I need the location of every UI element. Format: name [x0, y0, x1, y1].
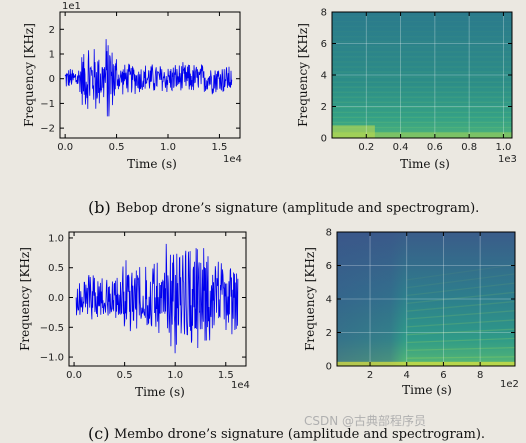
- y-axis-label: Frequency [KHz]: [18, 247, 32, 351]
- y-tick-label: 4: [321, 71, 327, 82]
- baseline-energy: [332, 132, 512, 138]
- x-tick-label: 0.5: [109, 142, 125, 153]
- y-tick-label: 4: [326, 295, 332, 306]
- x-tick-label: 4: [404, 370, 410, 381]
- y-tick-label: 2: [326, 328, 332, 339]
- y-tick-label: 2: [321, 102, 327, 113]
- axis-ticks: 0.0 0.5 1.0 1.5 −1.0 −0.5 0.0 0.5 1.0: [40, 232, 246, 381]
- harmonic-band: [406, 328, 516, 336]
- x-multiplier: 1e4: [223, 154, 242, 165]
- signal-trace: [64, 39, 233, 117]
- harmonic-band: [406, 310, 516, 320]
- bebop-amplitude-chart: 0.0 0.5 1.0 1.5 −2 −1 0 1 2 1e1 1e4 Time (s) Fre…: [22, 1, 242, 171]
- y-axis-label: Frequency [KHz]: [296, 23, 310, 127]
- y-tick-label: 8: [326, 228, 332, 239]
- spectrogram-dark-region: [337, 232, 515, 366]
- caption-label: (b): [88, 198, 111, 217]
- y-tick-label: −1.0: [40, 353, 64, 364]
- harmonic-band: [406, 319, 516, 328]
- baseline-energy: [337, 361, 515, 366]
- y-tick-label: 0: [326, 362, 332, 373]
- y-multiplier: 1e1: [62, 1, 81, 12]
- x-tick-label: 1.0: [160, 142, 176, 153]
- membo-amplitude-chart: 0.0 0.5 1.0 1.5 −1.0 −0.5 0.0 0.5 1.0 1e4 Time (…: [18, 231, 250, 399]
- spectrogram-bands: [337, 264, 516, 366]
- bebop-amplitude-series: [64, 39, 233, 117]
- x-tick-label: 0.0: [57, 142, 73, 153]
- x-tick-label: 1.0: [167, 370, 183, 381]
- y-tick-label: 1: [49, 50, 55, 61]
- harmonic-band: [406, 300, 516, 312]
- x-tick-label: 1.0: [495, 142, 511, 153]
- x-multiplier: 1e3: [498, 154, 517, 165]
- spectrogram-fill: [332, 12, 512, 138]
- y-tick-label: −1: [40, 99, 55, 110]
- caption-label: (c): [88, 424, 109, 443]
- x-tick-label: 0.2: [358, 142, 374, 153]
- y-tick-label: 0: [49, 74, 55, 85]
- y-tick-label: −0.5: [40, 323, 64, 334]
- y-tick-label: 1.0: [48, 233, 64, 244]
- y-axis-label: Frequency [KHz]: [22, 23, 36, 127]
- y-tick-label: 8: [321, 8, 327, 19]
- axis-ticks: 2 4 6 8 0 2 4 6 8: [326, 228, 515, 381]
- y-tick-label: 0.5: [48, 263, 64, 274]
- x-tick-label: 8: [477, 370, 483, 381]
- x-tick-label: 0.5: [117, 370, 133, 381]
- harmonic-band: [406, 337, 516, 344]
- x-tick-label: 0.0: [66, 370, 82, 381]
- y-tick-label: 0.0: [48, 293, 64, 304]
- harmonic-band: [406, 264, 516, 281]
- x-tick-label: 1.5: [218, 370, 234, 381]
- x-axis-label: Time (s): [400, 157, 450, 171]
- axis-ticks: 0.0 0.5 1.0 1.5 −2 −1 0 1 2: [40, 12, 240, 153]
- x-tick-label: 6: [440, 370, 446, 381]
- axis-ticks: 0.2 0.4 0.6 0.8 1.0 0 2 4 6 8: [321, 8, 512, 153]
- y-axis-label: Frequency [KHz]: [303, 247, 317, 351]
- harmonic-band: [406, 291, 516, 305]
- x-axis-label: Time (s): [127, 157, 177, 171]
- y-tick-label: 0: [321, 134, 327, 145]
- x-axis-label: Time (s): [135, 385, 185, 399]
- membo-amplitude-series: [75, 243, 239, 354]
- caption-b: (b) Bebop drone’s signature (amplitude a…: [88, 198, 479, 217]
- caption-text: Bebop drone’s signature (amplitude and s…: [116, 201, 479, 216]
- caption-text: Membo drone’s signature (amplitude and s…: [114, 427, 485, 442]
- membo-spectrogram-chart: 2 4 6 8 0 2 4 6 8 1e2 Time (s) Frequency [KHz]: [303, 228, 519, 398]
- y-tick-label: 2: [49, 25, 55, 36]
- x-tick-label: 0.6: [427, 142, 443, 153]
- x-tick-label: 1.5: [211, 142, 227, 153]
- bebop-spectrogram-chart: 0.2 0.4 0.6 0.8 1.0 0 2 4 6 8 1e3 Time (s) Freque…: [296, 8, 517, 172]
- x-multiplier: 1e2: [500, 379, 519, 390]
- x-multiplier: 1e4: [231, 380, 250, 391]
- x-tick-label: 0.8: [461, 142, 477, 153]
- x-tick-label: 2: [367, 370, 373, 381]
- low-frequency-energy: [332, 125, 375, 138]
- x-axis-label: Time (s): [402, 383, 452, 397]
- y-tick-label: −2: [40, 124, 55, 135]
- signal-trace: [75, 243, 239, 354]
- y-tick-label: 6: [321, 39, 327, 50]
- caption-c: (c) Membo drone’s signature (amplitude a…: [88, 424, 485, 443]
- harmonic-band: [406, 346, 516, 351]
- harmonic-band: [406, 282, 516, 297]
- harmonic-band: [406, 273, 516, 289]
- harmonic-band: [406, 356, 516, 359]
- x-tick-label: 0.4: [393, 142, 409, 153]
- y-tick-label: 6: [326, 261, 332, 272]
- watermark: CSDN @古典部程序员: [304, 413, 426, 428]
- spectrogram-bands: [332, 15, 512, 138]
